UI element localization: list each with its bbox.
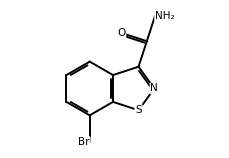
Text: O: O xyxy=(117,28,125,38)
Text: NH₂: NH₂ xyxy=(154,11,174,21)
Text: Br: Br xyxy=(78,137,89,147)
Text: S: S xyxy=(135,105,141,115)
Text: N: N xyxy=(150,83,158,94)
